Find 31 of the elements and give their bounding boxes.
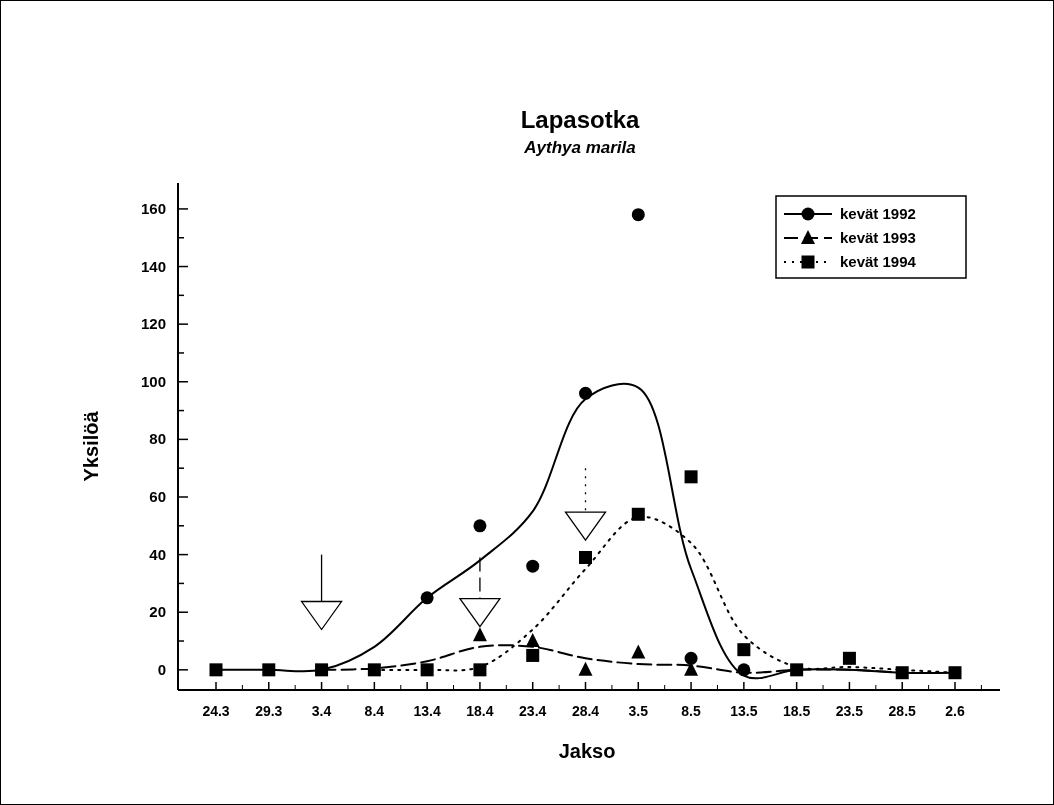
x-tick-label: 23.4 — [519, 703, 547, 719]
y-tick-label: 60 — [149, 487, 166, 505]
x-tick-label: 29.3 — [255, 703, 283, 719]
y-axis-title: Yksilöä — [80, 410, 102, 482]
x-tick-label: 3.4 — [311, 703, 332, 719]
x-axis-title: Jakso — [558, 740, 616, 762]
x-tick-label: 23.5 — [835, 703, 864, 719]
y-tick-label: 0 — [157, 660, 166, 678]
legend-label: kevät 1994 — [840, 253, 917, 270]
x-tick-label: 3.5 — [628, 703, 649, 719]
x-tick-label: 13.4 — [413, 703, 441, 719]
x-tick-label: 18.4 — [466, 703, 494, 719]
legend-label: kevät 1993 — [840, 229, 916, 246]
x-tick-label: 2.6 — [945, 703, 965, 719]
x-tick-label: 28.5 — [888, 703, 917, 719]
x-tick-label: 8.4 — [364, 703, 385, 719]
legend-label: kevät 1992 — [840, 205, 916, 222]
y-tick-label: 160 — [140, 199, 166, 217]
x-tick-label: 24.3 — [202, 703, 230, 719]
y-tick-label: 120 — [140, 315, 166, 333]
y-tick-label: 80 — [149, 430, 166, 448]
x-tick-label: 8.5 — [681, 703, 702, 719]
y-tick-label: 100 — [140, 372, 166, 390]
x-tick-label: 18.5 — [783, 703, 811, 719]
y-tick-label: 20 — [149, 603, 166, 621]
y-tick-label: 40 — [149, 545, 166, 563]
x-tick-label: 13.5 — [730, 703, 758, 719]
x-tick-label: 28.4 — [571, 703, 600, 719]
y-tick-label: 140 — [140, 257, 166, 275]
chart-title: Lapasotka — [520, 106, 640, 133]
chart-subtitle: Aythya marila — [523, 138, 636, 157]
